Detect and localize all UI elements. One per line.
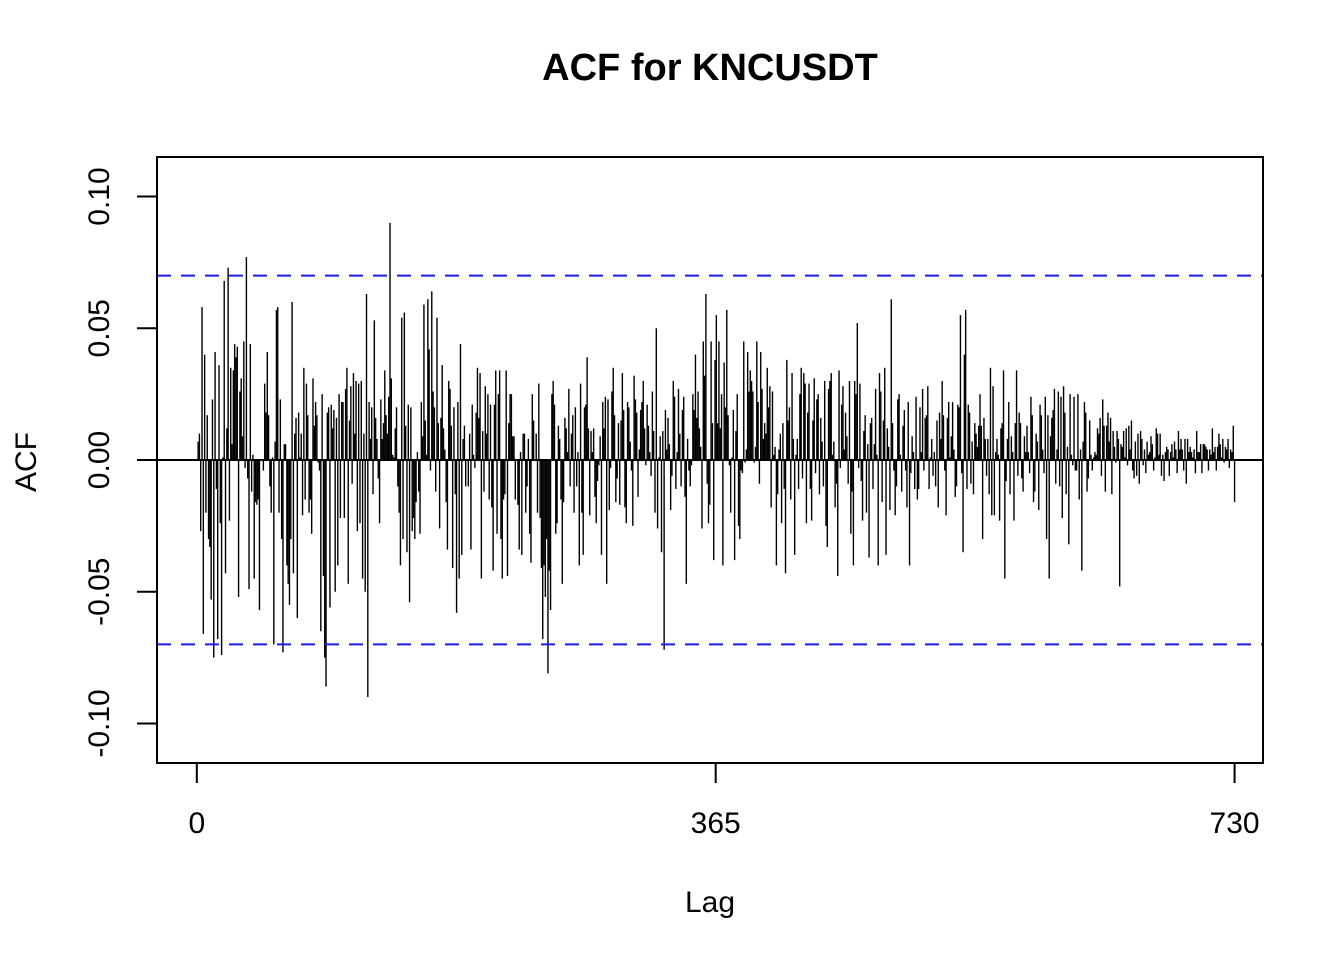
x-axis-label: Lag (685, 886, 735, 919)
y-tick-label: 0.05 (83, 299, 116, 357)
x-tick-label: 730 (1210, 807, 1260, 840)
y-axis: -0.10 -0.05 0.00 0.05 0.10 (83, 167, 158, 758)
chart-title: ACF for KNCUSDT (542, 47, 878, 89)
y-tick-label: -0.05 (83, 558, 116, 626)
acf-bars-group (197, 222, 1236, 698)
y-tick-label: -0.10 (83, 689, 116, 757)
y-axis-label: ACF (10, 432, 43, 492)
y-tick-label: 0.10 (83, 167, 116, 225)
x-tick-label: 0 (188, 807, 205, 840)
y-tick-label: 0.00 (83, 431, 116, 489)
x-axis: 0 365 730 (188, 762, 1260, 840)
x-tick-label: 365 (691, 807, 741, 840)
